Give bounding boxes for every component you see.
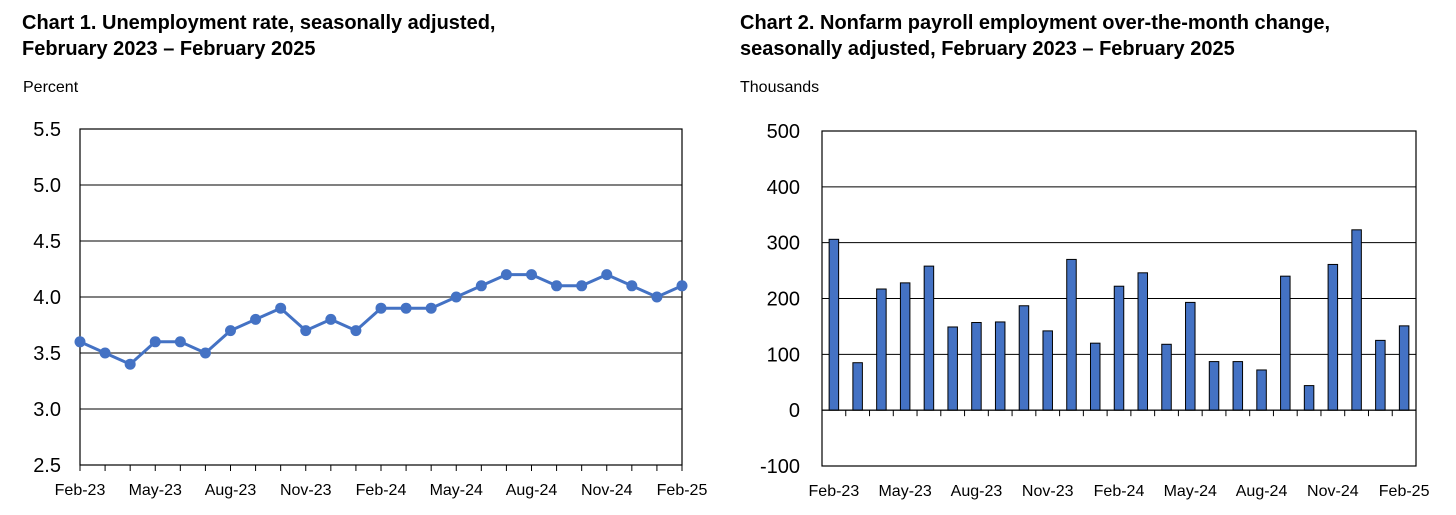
chart2-y-tick-label: 400 (767, 177, 800, 199)
chart2-bar (1303, 385, 1315, 411)
chart2-y-tick-label: -100 (760, 456, 800, 478)
chart1-x-tick-label: Aug-24 (506, 482, 558, 499)
chart1-y-tick-label: 3.0 (33, 399, 61, 421)
chart1-data-point (500, 269, 512, 281)
chart2-bar (1066, 258, 1077, 411)
chart1-y-tick-label: 5.5 (33, 119, 61, 141)
chart1-data-point (225, 325, 236, 337)
chart2-y-unit: Thousands (740, 79, 820, 96)
chart1-data-point (626, 280, 638, 292)
chart1-data-point (526, 269, 537, 281)
chart2-x-tick-label: Nov-24 (1307, 483, 1359, 500)
chart2-bar (1351, 229, 1362, 411)
chart2-bar (1280, 275, 1291, 411)
chart1-data-point (551, 280, 563, 292)
chart1-x-tick-label: Nov-24 (581, 482, 633, 499)
chart2-bar (1137, 272, 1149, 411)
chart2-title: Chart 2. Nonfarm payroll employment over… (740, 10, 1440, 62)
chart1-y-tick-label: 4.5 (33, 231, 61, 253)
chart2-x-tick-label: Feb-25 (1379, 483, 1430, 500)
chart1-data-point (400, 302, 412, 314)
chart2-bar (947, 326, 958, 411)
chart1-title-line2: February 2023 – February 2025 (22, 38, 316, 60)
chart1-data-point (475, 280, 487, 292)
chart1-data-point (74, 336, 86, 348)
chart1-x-tick-label: Feb-24 (356, 482, 407, 499)
chart1-data-point (450, 291, 462, 303)
chart2-x-tick-label: Feb-24 (1094, 483, 1145, 500)
chart1-data-point (199, 347, 211, 359)
chart2-bar (1256, 369, 1267, 411)
chart2-x-tick-label: Aug-24 (1236, 483, 1288, 500)
chart1-data-point (174, 336, 186, 348)
chart1-data-point (576, 280, 588, 292)
chart1-title-line1: Chart 1. Unemployment rate, seasonally a… (22, 12, 496, 34)
chart1-y-tick-label: 2.5 (33, 455, 61, 477)
chart2-x-tick-label: May-23 (878, 483, 931, 500)
chart2-bar (1208, 361, 1220, 411)
chart2-bar (1042, 330, 1053, 411)
chart2-x-tick-label: May-24 (1164, 483, 1217, 500)
chart2-bar (852, 362, 863, 411)
chart2-bar (923, 265, 935, 411)
chart2-x-tick-label: Aug-23 (951, 483, 1003, 500)
chart2-y-tick-label: 300 (767, 233, 800, 255)
chart1-y-unit: Percent (23, 79, 79, 96)
chart1-data-point (425, 302, 437, 314)
chart2-bar (971, 322, 982, 411)
chart1-data-point (676, 280, 688, 292)
chart2-y-tick-label: 500 (767, 121, 800, 143)
chart1-data-point (651, 291, 663, 303)
chart2-bar (899, 282, 911, 411)
chart1-x-tick-label: May-23 (129, 482, 182, 499)
chart2-bar (994, 321, 1006, 411)
chart1-y-tick-label: 5.0 (33, 175, 61, 197)
chart2-bar (1089, 342, 1101, 411)
chart1-x-tick-label: Feb-25 (657, 482, 708, 499)
chart1-x-tick-label: Aug-23 (205, 482, 257, 499)
chart1-data-point (375, 302, 387, 314)
chart2-bar (1398, 325, 1410, 411)
chart2-bar (1232, 361, 1244, 411)
chart1-data-point (601, 269, 613, 281)
chart2-title-line2: seasonally adjusted, February 2023 – Feb… (740, 38, 1235, 60)
chart1-x-tick-label: May-24 (430, 482, 483, 499)
chart1-data-point (300, 325, 312, 337)
chart2-bar (1161, 343, 1172, 411)
chart1-data-point (124, 358, 136, 370)
chart1-x-tick-label: Feb-23 (55, 482, 106, 499)
chart1-data-point (99, 347, 111, 359)
chart2-y-tick-label: 0 (789, 400, 800, 422)
chart2-plot-frame (821, 130, 1417, 467)
chart2-bar (1185, 301, 1196, 411)
chart1-data-point (350, 325, 362, 337)
chart1-series-line (79, 273, 683, 366)
chart2-y-tick-label: 200 (767, 289, 800, 311)
chart2-bar (1113, 285, 1125, 411)
chart2-bar (1018, 305, 1030, 411)
chart2-bar (1375, 339, 1386, 411)
chart1-title: Chart 1. Unemployment rate, seasonally a… (22, 10, 662, 62)
chart1-data-point (325, 313, 337, 325)
chart2-x-tick-label: Feb-23 (809, 483, 860, 500)
chart1-data-point (275, 302, 287, 314)
chart2-x-tick-label: Nov-23 (1022, 483, 1074, 500)
chart2-bar (1327, 263, 1339, 411)
chart2-y-tick-label: 100 (767, 344, 800, 366)
chart1-y-tick-label: 3.5 (33, 343, 61, 365)
chart1-x-tick-label: Nov-23 (280, 482, 332, 499)
chart1-y-tick-label: 4.0 (33, 287, 61, 309)
chart2-title-line1: Chart 2. Nonfarm payroll employment over… (740, 12, 1331, 34)
chart1-data-point (250, 313, 262, 325)
chart1-data-point (149, 336, 161, 348)
chart2-bar (876, 288, 887, 411)
chart2-bar (828, 238, 840, 411)
